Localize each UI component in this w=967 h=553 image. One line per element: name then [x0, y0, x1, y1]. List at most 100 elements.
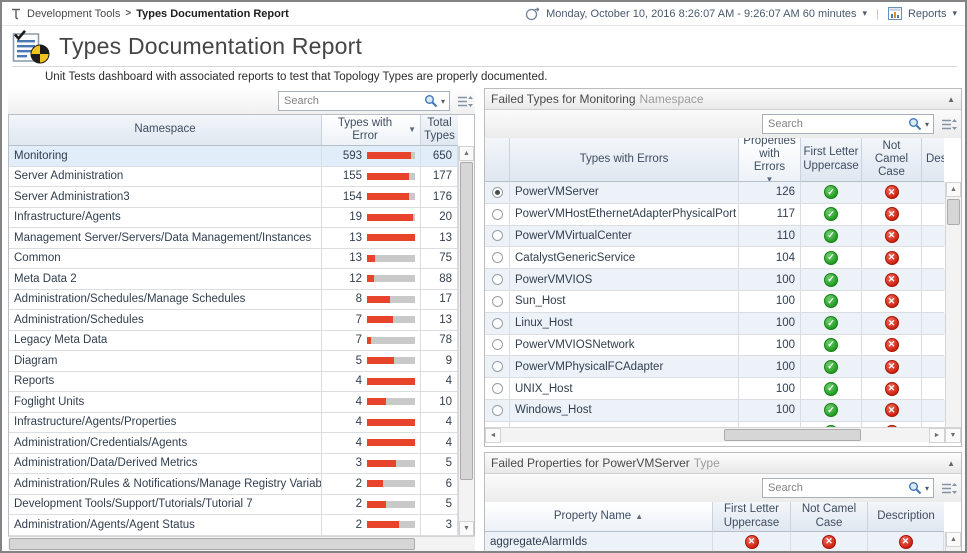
search-icon[interactable] [908, 481, 922, 495]
table-row[interactable]: Administration/Schedules/Manage Schedule… [9, 289, 458, 310]
column-header-not-camel-case[interactable]: Not Camel Case [791, 502, 868, 532]
table-customizer-icon[interactable] [942, 118, 957, 131]
scroll-down-button[interactable]: ▼ [459, 521, 474, 536]
table-row[interactable]: Infrastructure/Agents 19 20 [9, 207, 458, 228]
table-row[interactable]: PowerVMVirtualCenter 110 ✓ ✕ [485, 225, 945, 248]
failed-properties-search[interactable]: ▾ [762, 478, 934, 498]
table-row[interactable]: PowerVMServer 126 ✓ ✕ [485, 182, 945, 204]
search-icon[interactable] [908, 117, 922, 131]
column-header-first-letter-uppercase[interactable]: First Letter Uppercase [713, 502, 791, 532]
table-row[interactable]: aggregateAlarmIds ✕ ✕ ✕ [485, 532, 945, 551]
table-row[interactable]: PowerVMHostEthernetAdapterPhysicalPort 11… [485, 203, 945, 226]
scrollbar-thumb[interactable] [9, 538, 416, 550]
table-row[interactable]: Management Server/Servers/Data Managemen… [9, 228, 458, 249]
radio-button[interactable] [491, 361, 503, 373]
column-header-properties-with-errors[interactable]: Properties with Errors ▼ [739, 138, 801, 182]
scroll-down-button[interactable]: ▼ [945, 427, 961, 443]
column-header-description[interactable]: Description [868, 502, 944, 532]
radio-button[interactable] [491, 208, 503, 220]
search-options-caret-icon[interactable]: ▾ [440, 96, 445, 106]
vertical-scrollbar[interactable]: ▲ ▼ [458, 146, 474, 536]
table-customizer-icon[interactable] [458, 95, 473, 108]
scroll-up-button[interactable]: ▲ [946, 532, 961, 547]
scrollbar-track[interactable] [8, 537, 475, 551]
table-row[interactable]: ✓✕ [485, 421, 945, 427]
column-header-types-with-error[interactable]: Types with Error ▼ [322, 115, 421, 146]
search-input[interactable] [768, 118, 908, 130]
column-header-not-camel-case[interactable]: Not Camel Case [862, 138, 922, 182]
column-header-types-with-errors[interactable]: Types with Errors [510, 138, 739, 182]
radio-button[interactable] [491, 383, 503, 395]
column-header-property-name[interactable]: Property Name ▲ [485, 502, 713, 532]
scrollbar-thumb[interactable] [460, 162, 473, 480]
reports-caret-icon[interactable]: ▾ [952, 8, 957, 18]
time-range-caret-icon[interactable]: ▾ [862, 8, 868, 18]
table-row[interactable]: Foglight Units 4 10 [9, 392, 458, 413]
table-row[interactable]: CatalystGenericService 104 ✓ ✕ [485, 247, 945, 270]
radio-button[interactable] [491, 230, 503, 242]
radio-button[interactable] [491, 252, 503, 264]
column-header-namespace[interactable]: Namespace [9, 115, 322, 146]
error-count: 2 [355, 498, 362, 511]
collapse-panel-icon[interactable]: ▲ [947, 458, 955, 468]
radio-button[interactable] [491, 274, 503, 286]
scroll-up-button[interactable]: ▲ [459, 146, 474, 161]
table-row[interactable]: Common 13 75 [9, 248, 458, 269]
vertical-scrollbar[interactable]: ▲ [945, 182, 961, 427]
search-icon[interactable] [424, 94, 438, 108]
table-row[interactable]: Administration/Credentials/Agents 4 4 [9, 433, 458, 454]
table-row[interactable]: Development Tools/Support/Tutorials/Tuto… [9, 494, 458, 515]
column-header-total-types[interactable]: Total Types [421, 115, 458, 146]
table-row[interactable]: Windows_Host 100 ✓ ✕ [485, 399, 945, 422]
table-row[interactable]: Diagram 5 9 [9, 351, 458, 372]
scrollbar-thumb[interactable] [723, 429, 861, 441]
table-row[interactable]: Monitoring 593 650 [9, 146, 458, 167]
table-row[interactable]: Legacy Meta Data 7 78 [9, 330, 458, 351]
radio-button[interactable] [491, 404, 503, 416]
right-column: Failed Types for Monitoring Namespace ▲ … [484, 88, 962, 551]
table-row[interactable]: Administration/Agents/Agent Status 2 3 [9, 515, 458, 536]
table-row[interactable]: Administration/Schedules 7 13 [9, 310, 458, 331]
radio-button[interactable] [491, 186, 503, 198]
table-row[interactable]: Administration/Data/Derived Metrics 3 5 [9, 453, 458, 474]
table-row[interactable]: PowerVMPhysicalFCAdapter 100 ✓ ✕ [485, 356, 945, 379]
time-range-label[interactable]: Monday, October 10, 2016 8:26:07 AM - 9:… [546, 7, 857, 20]
horizontal-scrollbar[interactable] [8, 536, 475, 551]
first-letter-uppercase-cell: ✓ [801, 247, 862, 270]
collapse-panel-icon[interactable]: ▲ [947, 94, 955, 104]
types-with-error-cell: 4 [322, 412, 421, 433]
table-row[interactable]: PowerVMVIOSNetwork 100 ✓ ✕ [485, 334, 945, 357]
search-input[interactable] [768, 482, 908, 494]
radio-button[interactable] [491, 295, 503, 307]
table-row[interactable]: Meta Data 2 12 88 [9, 269, 458, 290]
table-row[interactable]: Administration/Rules & Notifications/Man… [9, 474, 458, 495]
failed-types-search[interactable]: ▾ [762, 114, 934, 134]
table-row[interactable]: Reports 4 4 [9, 371, 458, 392]
types-with-error-cell: 3 [322, 453, 421, 474]
scroll-left-button[interactable]: ◄ [485, 427, 501, 443]
scrollbar-thumb[interactable] [947, 199, 960, 225]
table-row[interactable]: Server Administration3 154 176 [9, 187, 458, 208]
column-header-first-letter-uppercase[interactable]: First Letter Uppercase [801, 138, 862, 182]
scroll-up-button[interactable]: ▲ [946, 182, 961, 197]
scroll-right-button[interactable]: ► [929, 427, 945, 443]
table-row[interactable]: Sun_Host 100 ✓ ✕ [485, 290, 945, 313]
table-row[interactable]: Server Administration 155 177 [9, 166, 458, 187]
radio-button[interactable] [491, 339, 503, 351]
search-options-caret-icon[interactable]: ▾ [924, 119, 929, 129]
breadcrumb-root[interactable]: Development Tools [27, 7, 121, 20]
radio-button[interactable] [491, 317, 503, 329]
table-row[interactable]: Infrastructure/Agents/Properties 4 4 [9, 412, 458, 433]
table-row[interactable]: Linux_Host 100 ✓ ✕ [485, 312, 945, 335]
namespaces-search[interactable]: ▾ [278, 91, 450, 111]
search-options-caret-icon[interactable]: ▾ [924, 483, 929, 493]
column-header-description[interactable]: Description [922, 138, 944, 182]
table-row[interactable]: UNIX_Host 100 ✓ ✕ [485, 378, 945, 400]
reports-menu-label[interactable]: Reports [907, 7, 947, 20]
scrollbar-track[interactable] [501, 428, 929, 442]
vertical-scrollbar[interactable]: ▲ [945, 532, 961, 551]
table-row[interactable]: PowerVMVIOS 100 ✓ ✕ [485, 269, 945, 291]
search-input[interactable] [284, 95, 424, 107]
horizontal-scrollbar[interactable]: ◄ ► ▼ [485, 427, 961, 443]
table-customizer-icon[interactable] [942, 482, 957, 495]
